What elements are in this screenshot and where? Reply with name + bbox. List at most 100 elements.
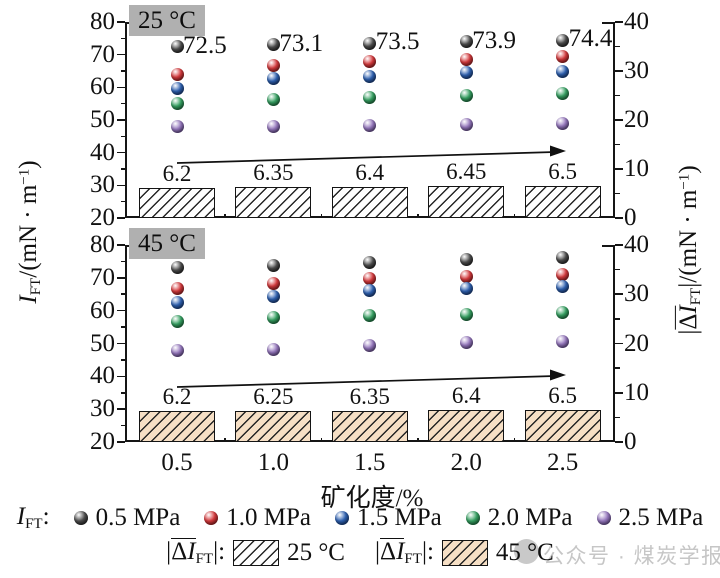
- y-left-tick-label: 60: [90, 73, 115, 101]
- data-point: [266, 290, 280, 304]
- panel-45c: 45 °C 20 30 40 50 60 70 80 0 10 20 30 40 6.2 6.25 6.35…: [90, 228, 649, 455]
- x-tick-label: 0.5: [161, 449, 193, 476]
- legend-marker-icon: [596, 511, 611, 525]
- y-right-tick: [615, 342, 623, 345]
- y-right-tick-label: 30: [624, 280, 649, 308]
- y-left-tick-label: 70: [90, 40, 115, 68]
- data-point: [266, 258, 280, 272]
- y-left-tick: [120, 326, 125, 328]
- y-left-tick-label: 40: [90, 362, 115, 390]
- legend-bar-label: 45 °C: [495, 539, 554, 566]
- data-point: [170, 282, 184, 296]
- data-point: [459, 336, 473, 350]
- watermark-logo-icon: [514, 539, 539, 564]
- legend-marker-icon: [335, 511, 350, 525]
- y-right-tick: [615, 391, 623, 394]
- data-point: [556, 87, 570, 101]
- y-left-tick: [120, 293, 125, 296]
- data-point: [556, 33, 570, 47]
- data-point: [459, 53, 473, 67]
- bar-value-label: 6.2: [162, 384, 192, 410]
- data-point: [266, 342, 280, 356]
- panel-label-45c: 45 °C: [129, 228, 205, 259]
- frame-corner: [602, 22, 615, 24]
- data-point: [170, 97, 184, 111]
- data-point: [459, 270, 473, 284]
- x-minor-tick: [320, 437, 323, 442]
- y-left-tick: [120, 168, 125, 170]
- y-left-tick: [120, 260, 125, 263]
- right-axis-title: |ΔIFT|/(mN · m−1): [674, 165, 705, 335]
- legend-bar-label: 25 °C: [287, 539, 345, 566]
- data-point: [170, 40, 184, 53]
- y-right-tick-label: 10: [624, 155, 649, 182]
- data-point: [266, 120, 280, 134]
- point-value-label: 73.9: [472, 26, 516, 54]
- y-left-tick: [120, 424, 125, 427]
- data-point: [363, 119, 377, 133]
- data-point: [266, 72, 280, 85]
- data-point: [556, 250, 570, 264]
- data-point: [363, 338, 377, 352]
- bar-value-label: 6.4: [451, 383, 481, 409]
- y-right-tick-label: 40: [624, 8, 649, 35]
- y-left-tick: [117, 375, 125, 378]
- data-point: [556, 334, 570, 348]
- y-right-tick-label: 20: [624, 329, 649, 357]
- data-point: [170, 261, 184, 275]
- y-right-tick: [615, 268, 620, 271]
- legend-series-prefix: IFT:: [16, 502, 50, 533]
- y-right-tick: [615, 293, 623, 296]
- bar-value-label: 6.45: [446, 159, 487, 185]
- legend-series-label: 1.5 MPa: [357, 504, 442, 531]
- left-axis-line: [125, 245, 127, 442]
- legend-series-label: 2.5 MPa: [618, 504, 704, 531]
- data-point: [363, 91, 377, 105]
- legend-bars-prefix: |ΔIFT|:: [375, 537, 434, 568]
- y-left-tick: [117, 342, 125, 345]
- data-point: [459, 35, 473, 49]
- y-right-tick: [615, 192, 620, 195]
- legend-marker-icon: [465, 511, 480, 525]
- y-right-tick-label: 10: [624, 378, 649, 406]
- y-left-tick: [120, 391, 125, 394]
- delta-ift-bar: [139, 411, 215, 442]
- legend-series-label: 0.5 MPa: [95, 504, 181, 531]
- y-right-tick: [615, 217, 623, 219]
- data-point: [170, 314, 184, 328]
- data-point: [459, 307, 473, 321]
- trend-arrow: [176, 145, 566, 164]
- x-axis-title: 矿化度/%: [320, 485, 424, 512]
- y-left-tick: [120, 37, 125, 40]
- data-point: [363, 309, 377, 323]
- frame-corner: [602, 245, 615, 247]
- y-left-tick-label: 80: [90, 8, 115, 35]
- y-left-tick-label: 20: [90, 204, 115, 231]
- data-point: [266, 38, 280, 52]
- x-minor-tick: [513, 213, 516, 218]
- x-minor-tick: [417, 437, 419, 442]
- delta-ift-bar: [235, 186, 312, 218]
- data-point: [556, 50, 570, 64]
- y-left-tick-label: 20: [90, 428, 115, 455]
- y-left-tick-label: 80: [90, 231, 115, 258]
- y-left-tick: [120, 70, 125, 72]
- delta-ift-bar: [139, 187, 215, 218]
- y-left-tick: [120, 135, 125, 138]
- data-point: [459, 89, 473, 103]
- y-right-tick: [615, 45, 620, 48]
- y-left-tick-label: 60: [90, 296, 115, 324]
- right-axis-line: [613, 245, 615, 442]
- y-left-tick-label: 30: [90, 395, 115, 423]
- bar-value-label: 6.4: [355, 159, 385, 185]
- y-right-tick: [615, 367, 620, 369]
- data-point: [266, 277, 280, 291]
- y-left-tick: [120, 102, 125, 105]
- bar-value-label: 6.2: [162, 160, 192, 186]
- point-value-label: 72.5: [183, 31, 227, 59]
- legend-bars-row: |ΔIFT|: 25 °C |ΔIFT|: 45 °C: [0, 536, 720, 570]
- panel-25c: 25 °C 20 30 40 50 60 70 80 0 10 20 30 40 6.2 6.35 6.4 6…: [90, 5, 649, 231]
- y-right-tick-label: 30: [624, 57, 649, 84]
- data-point: [363, 271, 377, 285]
- data-point: [266, 58, 280, 72]
